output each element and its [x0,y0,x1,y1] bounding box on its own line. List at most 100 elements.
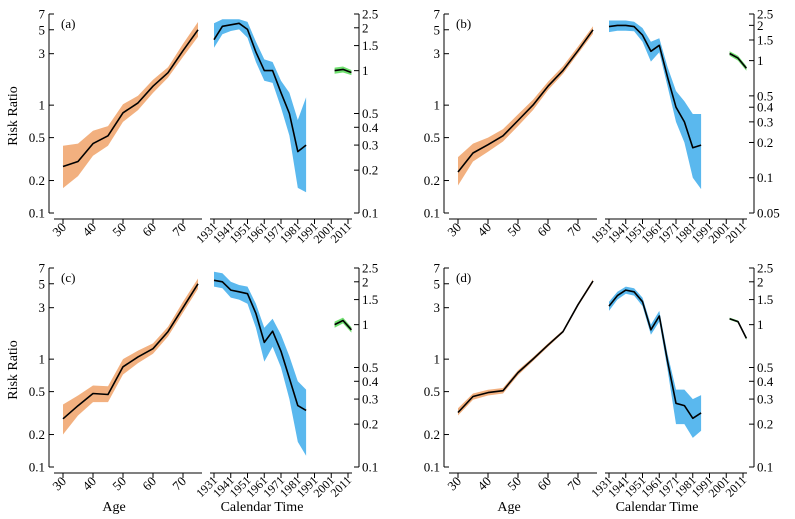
right-y-tick-label: 2.5 [362,261,378,276]
left-y-tick-label: 7 [434,261,441,276]
age-x-tick-label: 70 [169,220,189,240]
age-x-tick-label: 70 [169,474,189,494]
left-y-tick-label: 0.5 [29,384,45,399]
left-y-tick-label: 1 [434,98,441,113]
period-ci-band [214,19,307,193]
age-x-tick-label: 30 [444,220,464,240]
right-y-tick-label: 2 [757,18,764,33]
age-effect-line [457,280,594,414]
age-x-tick-label: 30 [49,474,69,494]
left-y-tick-label: 0.1 [424,460,440,475]
cohort-effect-line [334,68,352,74]
age-x-tick-label: 30 [49,220,69,240]
left-y-tick-label: 3 [434,46,441,61]
left-y-tick-label: 5 [39,276,46,291]
age-x-tick-label: 50 [109,220,129,240]
age-x-tick-label: 50 [504,474,524,494]
right-y-tick-label: 0.5 [362,106,378,121]
right-y-tick-label: 1.5 [362,38,378,53]
age-x-tick-label: 40 [474,474,494,494]
right-y-tick-label: 0.1 [362,206,378,221]
age-x-tick-label: 60 [534,474,554,494]
age-x-tick-label: 60 [139,474,159,494]
left-y-tick-label: 0.2 [424,173,440,188]
age-ci-band [63,22,198,189]
cohort-ci-band [334,66,352,76]
period-effect-line [213,22,307,153]
left-y-tick-label: 5 [434,22,441,37]
right-y-tick-label: 0.1 [757,170,773,185]
left-y-tick-label: 0.1 [424,206,440,221]
left-y-tick-label: 7 [39,261,46,276]
right-y-tick-label: 1 [757,317,764,332]
age-x-tick-label: 50 [109,474,129,494]
right-y-tick-label: 0.1 [362,460,378,475]
age-x-tick-label: 60 [139,220,159,240]
left-y-tick-label: 1 [39,98,46,113]
panel-label: (d) [456,270,471,285]
right-y-tick-label: 0.3 [757,114,773,129]
cohort-effect-line [334,319,352,331]
right-y-tick-label: 2 [362,20,369,35]
right-y-tick-label: 1.5 [757,32,773,47]
right-y-tick-label: 1.5 [362,292,378,307]
panel-label: (b) [456,16,471,31]
left-y-tick-label: 0.1 [29,206,45,221]
period-effect-line [608,289,702,420]
right-y-tick-label: 0.4 [757,374,774,389]
left-y-tick-label: 0.1 [29,460,45,475]
right-y-tick-label: 0.2 [757,135,773,150]
age-axis-title: Age [497,500,520,515]
left-y-tick-label: 0.2 [29,173,45,188]
right-y-tick-label: 2 [362,274,369,289]
right-y-tick-label: 1 [362,317,369,332]
right-y-tick-label: 1.5 [757,292,773,307]
left-y-tick-label: 0.5 [424,130,440,145]
right-y-tick-label: 0.4 [757,100,774,115]
right-y-tick-label: 0.4 [362,374,379,389]
right-y-tick-label: 0.3 [757,392,773,407]
time-axis-title: Calendar Time [221,500,304,515]
period-ci-band [609,20,702,190]
right-y-tick-label: 0.2 [362,417,378,432]
right-y-tick-label: 0.05 [757,206,780,221]
right-y-tick-label: 0.2 [757,417,773,432]
period-ci-band [214,271,307,456]
cohort-effect-line [729,52,748,69]
age-ci-band [63,278,198,435]
age-x-tick-label: 30 [444,474,464,494]
age-effect-line [457,29,594,173]
age-x-tick-label: 70 [564,474,584,494]
cohort-effect-line [729,318,748,339]
left-y-tick-label: 1 [434,352,441,367]
right-y-tick-label: 0.2 [362,163,378,178]
right-y-tick-label: 0.1 [757,460,773,475]
age-axis-title: Age [102,500,125,515]
right-y-tick-label: 2 [757,274,764,289]
left-y-tick-label: 0.2 [424,427,440,442]
left-y-tick-label: 0.2 [29,427,45,442]
age-ci-band [458,26,593,186]
left-y-tick-label: 5 [39,22,46,37]
right-y-tick-label: 2.5 [757,7,773,22]
age-x-tick-label: 40 [79,474,99,494]
left-axis-title: Risk Ratio [6,86,21,146]
right-y-tick-label: 2.5 [362,7,378,22]
right-y-tick-label: 0.3 [362,138,378,153]
left-y-tick-label: 3 [434,300,441,315]
age-x-tick-label: 50 [504,220,524,240]
period-ci-band [609,286,702,438]
right-y-tick-label: 1 [362,63,369,78]
right-y-tick-label: 0.5 [362,360,378,375]
left-y-tick-label: 1 [39,352,46,367]
left-y-tick-label: 0.5 [29,130,45,145]
right-y-tick-label: 0.3 [362,392,378,407]
left-axis-title: Risk Ratio [6,340,21,400]
left-y-tick-label: 7 [434,7,441,22]
left-y-tick-label: 3 [39,300,46,315]
panel-label: (a) [61,16,75,31]
left-y-tick-label: 0.5 [424,384,440,399]
